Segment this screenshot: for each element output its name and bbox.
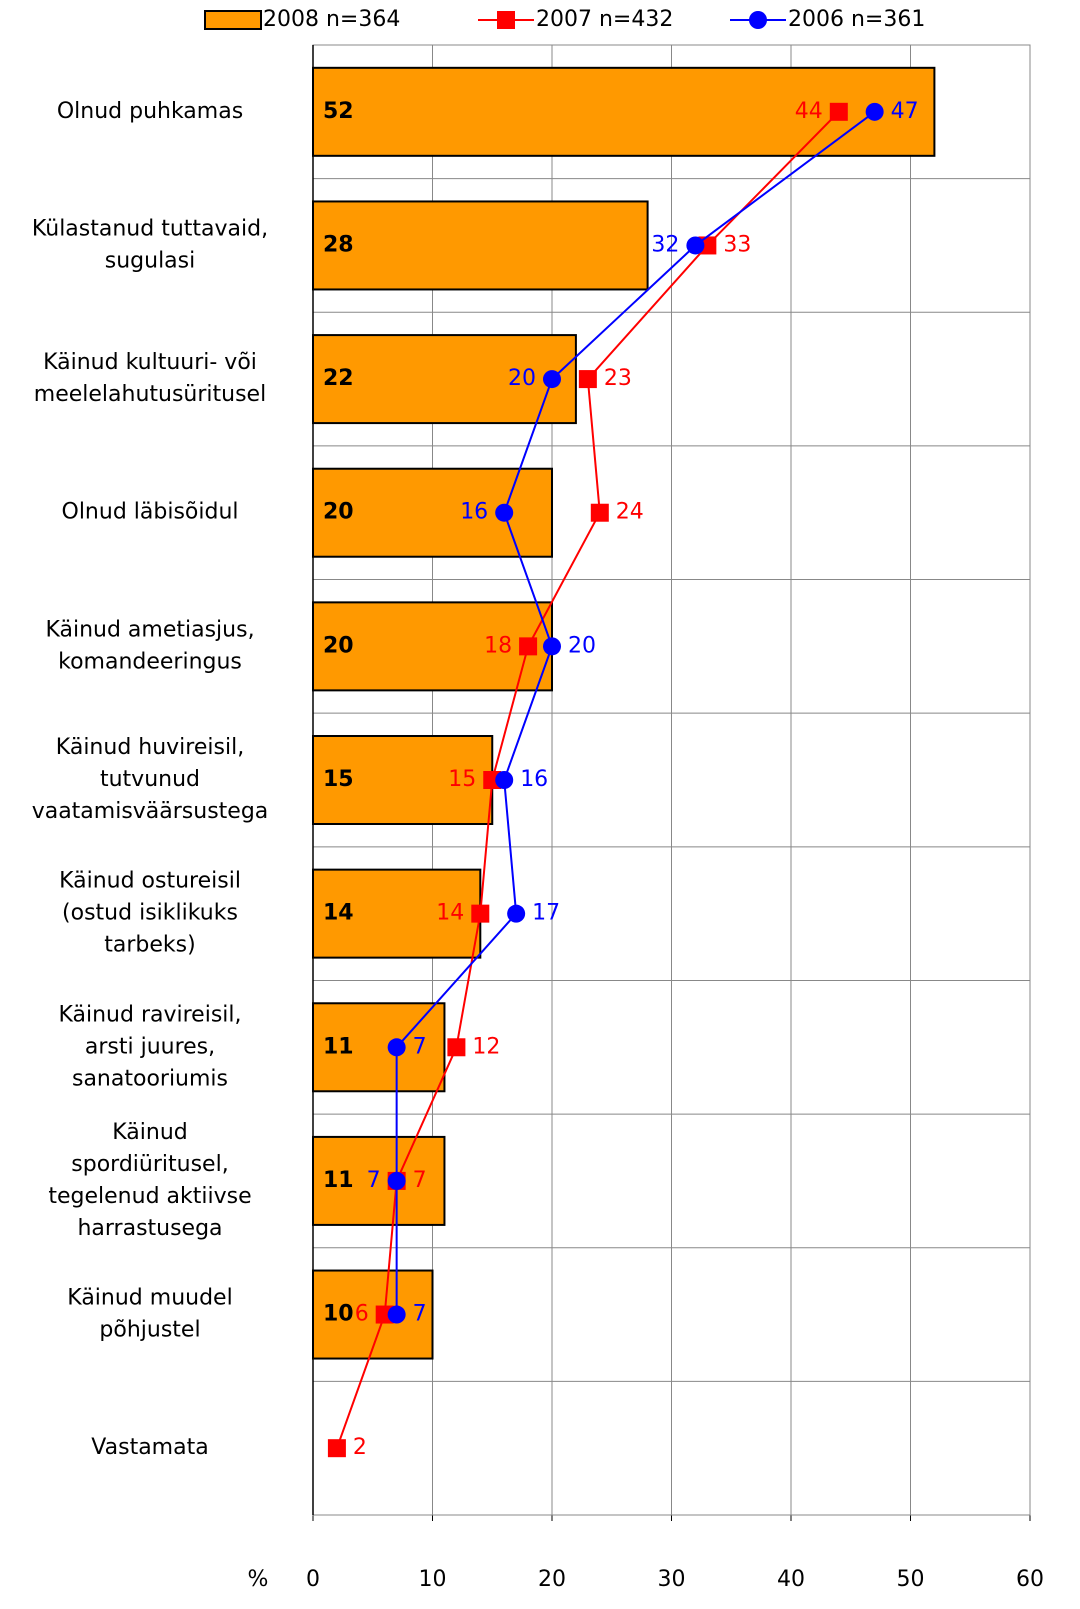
bar-value-label: 22 [323,366,354,391]
legend-label: 2008 n=364 [263,7,400,32]
y-tick-label: Vastamata [91,1435,208,1460]
legend-label: 2007 n=432 [536,7,673,32]
bar [312,1269,434,1360]
bar [312,334,577,425]
point-value-label: 7 [413,1302,427,1327]
point-value-label: 23 [604,366,632,391]
point-value-label: 7 [413,1034,427,1059]
bar-value-label: 10 [323,1302,354,1327]
point-value-label: 24 [616,500,644,525]
marker [590,503,609,522]
bar [312,868,482,959]
y-tick-label: Käinud ametiasjus, komandeeringus [45,617,254,674]
marker [578,370,597,389]
point-value-label: 7 [413,1168,427,1193]
bar-value-label: 20 [323,633,354,658]
x-tick-label: 50 [897,1567,925,1592]
x-tick-label: 0 [306,1567,320,1592]
line [395,111,876,1315]
legend-marker [497,11,515,29]
marker [829,102,848,121]
x-tick-label: 30 [658,1567,686,1592]
point-value-label: 18 [484,633,512,658]
bar-value-label: 15 [323,767,354,792]
y-tick-label: Käinud muudel põhjustel [67,1286,232,1343]
bar-value-label: 20 [323,500,354,525]
marker [543,370,561,389]
marker [543,637,561,656]
bar-value-label: 11 [323,1168,354,1193]
point-value-label: 44 [795,99,823,124]
bar [312,735,494,825]
marker [387,1038,406,1057]
marker [387,1171,406,1190]
point-value-label: 32 [651,232,679,257]
marker [447,1038,466,1057]
x-tick-label: 40 [777,1567,805,1592]
y-tick-label: Olnud läbisõidul [62,500,239,525]
y-tick-label: Käinud huvireisil, tutvunud vaatamisväärsu… [32,735,269,824]
y-tick-label: Olnud puhkamas [57,99,243,124]
y-tick-label: Käinud ostureisil (ostud isiklikuks tarbek… [59,869,241,958]
bar [312,1135,446,1226]
point-value-label: 47 [891,99,919,124]
y-tick-label: Käinud kultuuri- või meelelahutusüritusel [34,350,266,407]
marker [495,503,514,522]
legend-label: 2006 n=361 [788,7,925,32]
point-value-label: 6 [355,1302,369,1327]
legend-swatch [204,10,262,30]
marker [471,904,490,923]
bar-value-label: 11 [323,1034,354,1059]
point-value-label: 17 [532,901,560,926]
y-tick-label: Külastanud tuttavaid, sugulasi [32,216,268,273]
bar [312,601,553,692]
y-tick-label: Käinud ravireisil, arsti juures, sanatoori… [58,1002,241,1091]
x-tick-label: 10 [419,1567,447,1592]
point-value-label: 20 [508,366,536,391]
marker [327,1439,346,1458]
bar-value-label: 14 [323,901,354,926]
point-value-label: 12 [472,1034,500,1059]
point-value-label: 15 [448,767,476,792]
bar [312,200,649,291]
x-tick-label: 60 [1016,1567,1044,1592]
point-value-label: 16 [520,767,548,792]
marker [507,904,526,923]
y-tick-label: Käinud spordiüritusel, tegelenud aktiivse h… [48,1120,251,1241]
marker [686,236,705,255]
point-value-label: 14 [436,901,464,926]
point-value-label: 33 [723,232,751,257]
point-value-label: 2 [353,1435,367,1460]
marker [495,771,514,789]
marker [519,637,538,656]
x-axis-label: % [248,1567,269,1592]
point-value-label: 20 [568,633,596,658]
point-value-label: 16 [460,500,488,525]
x-tick-label: 20 [538,1567,566,1592]
legend-marker [749,11,767,29]
bar-value-label: 28 [323,232,354,257]
bar-value-label: 52 [323,99,354,124]
point-value-label: 7 [367,1168,381,1193]
marker [387,1305,406,1324]
marker [865,102,884,121]
